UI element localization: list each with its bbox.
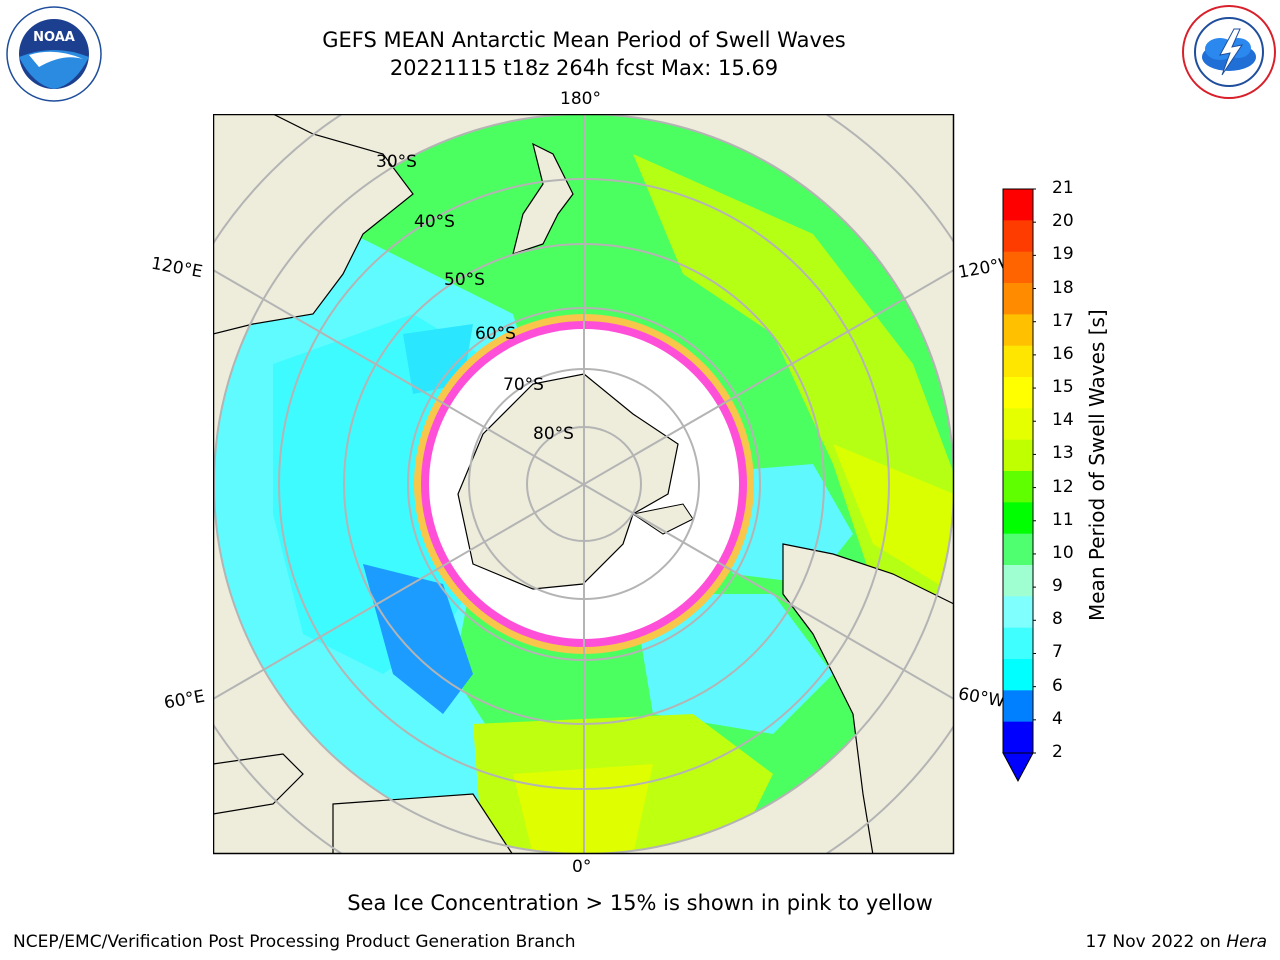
lat-label-80s: 80°S [533, 424, 574, 444]
lat-label-60s: 60°S [475, 324, 516, 344]
new-zealand-landmass [512, 142, 574, 255]
colorbar-tick-label: 16 [1052, 343, 1074, 364]
chart-title-line1: GEFS MEAN Antarctic Mean Period of Swell… [322, 28, 846, 52]
colorbar-tick-label: 8 [1052, 609, 1063, 630]
australia-landmass [213, 114, 414, 335]
polar-map [213, 114, 955, 855]
colorbar-tick-label: 18 [1052, 277, 1074, 298]
nws-logo [1182, 5, 1276, 99]
colorbar-tick-label: 21 [1052, 178, 1074, 198]
colorbar-tick-label: 15 [1052, 377, 1074, 398]
lon-label-bottom: 0° [572, 857, 592, 877]
colorbar-tick-label: 7 [1052, 642, 1063, 663]
colorbar-bin [1003, 189, 1033, 221]
sea-ice-footnote: Sea Ice Concentration > 15% is shown in … [347, 891, 933, 915]
colorbar-bin [1003, 721, 1033, 754]
colorbar-frame [1002, 188, 1034, 754]
colorbar-tick-label: 4 [1052, 708, 1063, 729]
lat-label-30s: 30°S [376, 152, 417, 172]
colorbar-bin [1003, 502, 1033, 535]
colorbar-bin [1003, 627, 1033, 660]
noaa-logo-text: NOAA [33, 30, 75, 45]
lat-label-50s: 50°S [444, 270, 485, 290]
madagascar-landmass [213, 753, 304, 815]
colorbar-bin [1003, 408, 1033, 441]
lat-label-40s: 40°S [414, 212, 455, 232]
footer-branch: NCEP/EMC/Verification Post Processing Pr… [13, 932, 576, 952]
footer-timestamp: 17 Nov 2022 on Hera [1085, 932, 1267, 952]
colorbar-tick-label: 19 [1052, 244, 1074, 265]
colorbar-bin [1003, 377, 1033, 409]
colorbar-tick-label: 17 [1052, 310, 1074, 331]
colorbar-bin [1003, 345, 1033, 378]
colorbar-bin [1003, 533, 1033, 566]
colorbar [1002, 188, 1036, 783]
colorbar-extend-arrow [1002, 752, 1034, 783]
colorbar-bin [1003, 565, 1033, 597]
colorbar-tick-label: 11 [1052, 509, 1074, 530]
colorbar-bin [1003, 314, 1033, 347]
colorbar-bin [1003, 659, 1033, 691]
map-frame [213, 114, 955, 855]
colorbar-bin [1003, 251, 1033, 284]
colorbar-bin [1003, 596, 1033, 629]
footer-date: 17 Nov 2022 on [1085, 932, 1221, 952]
colorbar-bin [1003, 471, 1033, 503]
colorbar-tick-label: 6 [1052, 675, 1063, 696]
colorbar-tick-label: 10 [1052, 542, 1074, 563]
lon-label-top: 180° [560, 89, 601, 109]
lon-label-lower-left: 60°E [162, 686, 207, 714]
colorbar-tick-label: 2 [1052, 742, 1063, 762]
colorbar-bin [1003, 283, 1033, 315]
lon-label-lower-right: 60°W [956, 684, 1007, 712]
south-america-landmass [782, 543, 954, 854]
africa-landmass [332, 793, 514, 854]
swell-blue-region [363, 564, 473, 714]
colorbar-bin [1003, 220, 1033, 253]
colorbar-tick-label: 12 [1052, 476, 1074, 497]
colorbar-tick-label: 14 [1052, 410, 1074, 431]
chart-title-line2: 20221115 t18z 264h fcst Max: 15.69 [389, 56, 779, 80]
lat-label-70s: 70°S [503, 375, 544, 395]
colorbar-bin [1003, 690, 1033, 723]
colorbar-tick-label: 20 [1052, 211, 1074, 232]
lon-label-upper-left: 120°E [149, 253, 205, 283]
noaa-logo: NOAA [6, 6, 102, 102]
colorbar-bin [1003, 439, 1033, 472]
colorbar-tick-label: 13 [1052, 443, 1074, 464]
footer-host: Hera [1226, 932, 1267, 952]
colorbar-label: Mean Period of Swell Waves [s] [1085, 309, 1109, 621]
colorbar-tick-label: 9 [1052, 576, 1063, 597]
